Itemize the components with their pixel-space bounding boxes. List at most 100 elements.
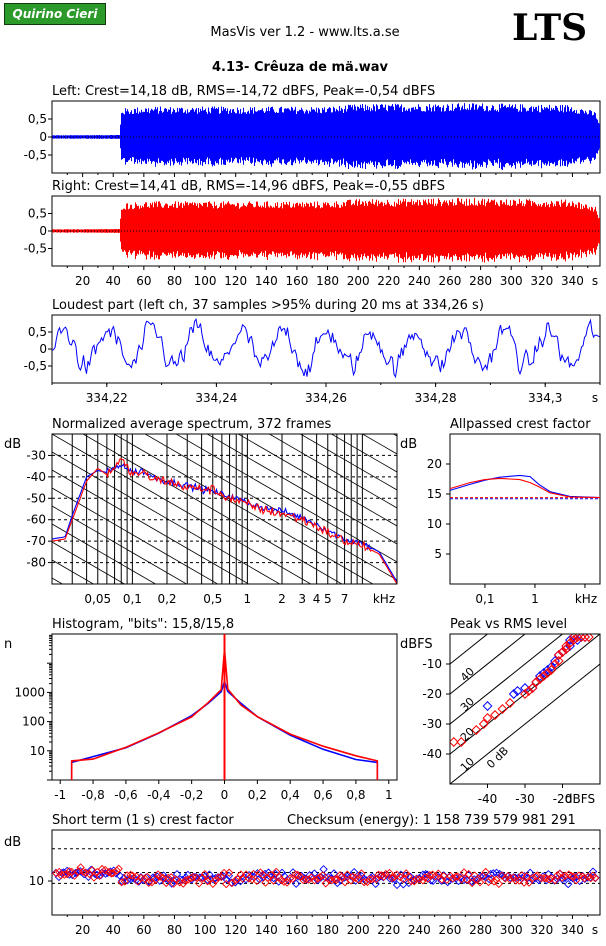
short-term-crest-point-blue <box>564 879 573 889</box>
short-term-crest-point-blue <box>473 874 482 883</box>
peak-vs-rms-point-red <box>557 647 568 657</box>
right-waveform-xtick-label: 160 <box>285 274 308 288</box>
peak-vs-rms-point-red <box>538 671 549 681</box>
short-term-crest-point-red <box>269 876 278 885</box>
allpassed-crest-ytick-label: 20 <box>427 457 442 471</box>
short-term-crest-point-red <box>258 870 267 879</box>
short-term-crest-point-blue <box>492 868 501 877</box>
short-term-crest-point-red <box>475 878 485 887</box>
histogram-ytick-label: 100 <box>22 715 45 729</box>
loudest-part-ytick-label: 0 <box>39 342 47 356</box>
peak-vs-rms-point-blue <box>508 689 519 699</box>
peak-vs-rms-point-red <box>456 737 467 747</box>
short-term-crest-point-red <box>249 869 258 879</box>
peak-vs-rms-point-red <box>520 689 530 699</box>
peak-vs-rms-diagonal-label: 0 dB <box>484 744 511 771</box>
peak-vs-rms-title: Peak vs RMS level <box>450 617 567 632</box>
peak-vs-rms-point-red <box>553 656 564 666</box>
short-term-crest-point-red <box>114 864 123 873</box>
loudest-part-title: Loudest part (left ch, 37 samples >95% d… <box>52 298 484 313</box>
histogram-xtick-label: -1 <box>54 788 66 802</box>
average-spectrum-slope-line <box>52 434 312 584</box>
short-term-crest-point-red <box>473 875 482 885</box>
short-term-crest-point-red <box>252 876 262 886</box>
allpassed-crest-xtick-label: 0,1 <box>475 592 494 606</box>
peak-vs-rms-point-blue <box>520 683 530 693</box>
average-spectrum-slope-line <box>175 434 397 563</box>
short-term-crest-point-red <box>337 872 346 882</box>
average-spectrum-xunit: kHz <box>373 592 395 606</box>
peak-vs-rms-point-red <box>523 686 534 696</box>
average-spectrum-slope-line <box>52 469 250 584</box>
average-spectrum-slope-line <box>237 434 397 527</box>
average-spectrum-frame <box>51 433 398 585</box>
short-term-crest-point-blue <box>87 865 96 874</box>
right-waveform-xtick-label: 240 <box>408 274 431 288</box>
allpassed-crest-series-blue <box>449 474 601 499</box>
loudest-part-frame <box>51 314 601 384</box>
right-waveform-ytick-label: 0,5 <box>28 207 47 221</box>
short-term-crest-point-red <box>423 874 432 883</box>
histogram-xtick-label: -0,4 <box>147 788 170 802</box>
peak-vs-rms-point-red <box>505 698 515 708</box>
short-term-crest-point-red <box>179 879 188 888</box>
right-waveform-title: Right: Crest=14,41 dB, RMS=-14,96 dBFS, … <box>52 179 445 194</box>
peak-vs-rms-point-red <box>553 650 564 660</box>
short-term-crest-point-red <box>203 876 212 886</box>
short-term-crest-point-red <box>428 870 437 879</box>
right-waveform-xtick-label: 100 <box>194 274 217 288</box>
peak-vs-rms-point-red <box>561 644 572 654</box>
average-spectrum-xtick-label: 0,1 <box>123 592 142 606</box>
short-term-crest-point-red <box>401 869 411 878</box>
short-term-crest-point-red <box>396 872 405 882</box>
peak-vs-rms-diagonal <box>450 663 600 784</box>
app-title: MasVis ver 1.2 - www.lts.a.se <box>210 25 400 40</box>
short-term-crest-point-blue <box>172 869 182 879</box>
peak-vs-rms-point-red <box>471 725 482 735</box>
average-spectrum-xtick-label: 7 <box>341 592 349 606</box>
short-term-crest-point-red <box>330 875 340 884</box>
histogram-xtick-label: -0,6 <box>114 788 137 802</box>
average-spectrum-slope-line <box>330 434 397 473</box>
peak-vs-rms-xtick-label: -30 <box>515 792 535 806</box>
short-term-crest-point-red <box>434 869 443 878</box>
short-term-crest-point-red <box>332 875 341 885</box>
histogram-ytick-label: 1000 <box>14 685 45 699</box>
short-term-crest-point-red <box>315 872 325 882</box>
peak-vs-rms-diagonal-label: 30 <box>458 695 477 714</box>
peak-vs-rms-xtick-label: -20 <box>553 792 573 806</box>
short-term-crest-xtick-label: 140 <box>255 923 278 937</box>
short-term-crest-point-red <box>296 872 305 881</box>
short-term-crest-xtick-label: 340 <box>561 923 584 937</box>
histogram-xtick-label: 0,4 <box>281 788 300 802</box>
peak-vs-rms-point-red <box>561 641 572 651</box>
average-spectrum-ytick-label: -40 <box>26 470 46 484</box>
short-term-crest-point-red <box>389 873 399 882</box>
average-spectrum-title: Normalized average spectrum, 372 frames <box>52 417 331 432</box>
histogram-xtick-label: -0,2 <box>180 788 203 802</box>
short-term-crest-point-red <box>351 873 360 883</box>
average-spectrum-xtick-label: 0,05 <box>84 592 111 606</box>
right-waveform-xtick-label: 20 <box>75 274 90 288</box>
loudest-part-xtick-label: 334,26 <box>305 391 347 405</box>
histogram-xtick-label: -0,8 <box>81 788 104 802</box>
peak-vs-rms-plot <box>450 634 600 784</box>
loudest-part-ytick-label: 0,5 <box>28 325 47 339</box>
short-term-crest-point-red <box>497 871 507 880</box>
short-term-crest-xtick-label: 240 <box>408 923 431 937</box>
short-term-crest-point-red <box>318 871 328 880</box>
allpassed-crest-ytick-label: 5 <box>434 547 442 561</box>
histogram-xtick-label: 0,2 <box>248 788 267 802</box>
average-spectrum-slope-line <box>206 434 397 545</box>
lts-logo: LTS <box>512 7 588 49</box>
short-term-crest-xtick-label: 300 <box>500 923 523 937</box>
short-term-crest-point-red <box>381 869 390 879</box>
short-term-crest-point-red <box>256 868 265 877</box>
short-term-crest-xtick-label: 320 <box>530 923 553 937</box>
short-term-crest-point-red <box>147 877 157 887</box>
short-term-crest-point-red <box>276 875 286 885</box>
short-term-crest-frame <box>51 829 601 916</box>
short-term-crest-point-red <box>133 877 143 886</box>
short-term-crest-point-red <box>363 877 372 887</box>
average-spectrum-slope-line <box>299 434 397 491</box>
